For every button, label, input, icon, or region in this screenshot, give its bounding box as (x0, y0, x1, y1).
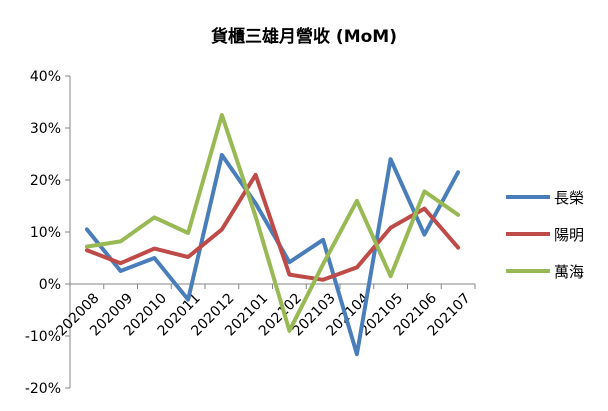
legend-label-1: 陽明 (554, 226, 584, 244)
y-tick-label: -10% (25, 329, 61, 345)
legend-label-2: 萬海 (554, 263, 584, 281)
legend-label-0: 長榮 (554, 189, 584, 207)
series-line-2 (84, 113, 461, 333)
y-tick-label: 30% (30, 121, 61, 137)
y-tick-label: -20% (25, 381, 61, 397)
chart-title: 貨櫃三雄月營收 (MoM) (211, 27, 397, 47)
y-tick-label: 20% (30, 173, 61, 189)
y-tick-label: 10% (30, 225, 61, 241)
series-line-0 (84, 153, 461, 357)
y-tick-label: 0% (39, 277, 61, 293)
series-line-1 (84, 172, 461, 282)
y-tick-label: 40% (30, 69, 61, 85)
